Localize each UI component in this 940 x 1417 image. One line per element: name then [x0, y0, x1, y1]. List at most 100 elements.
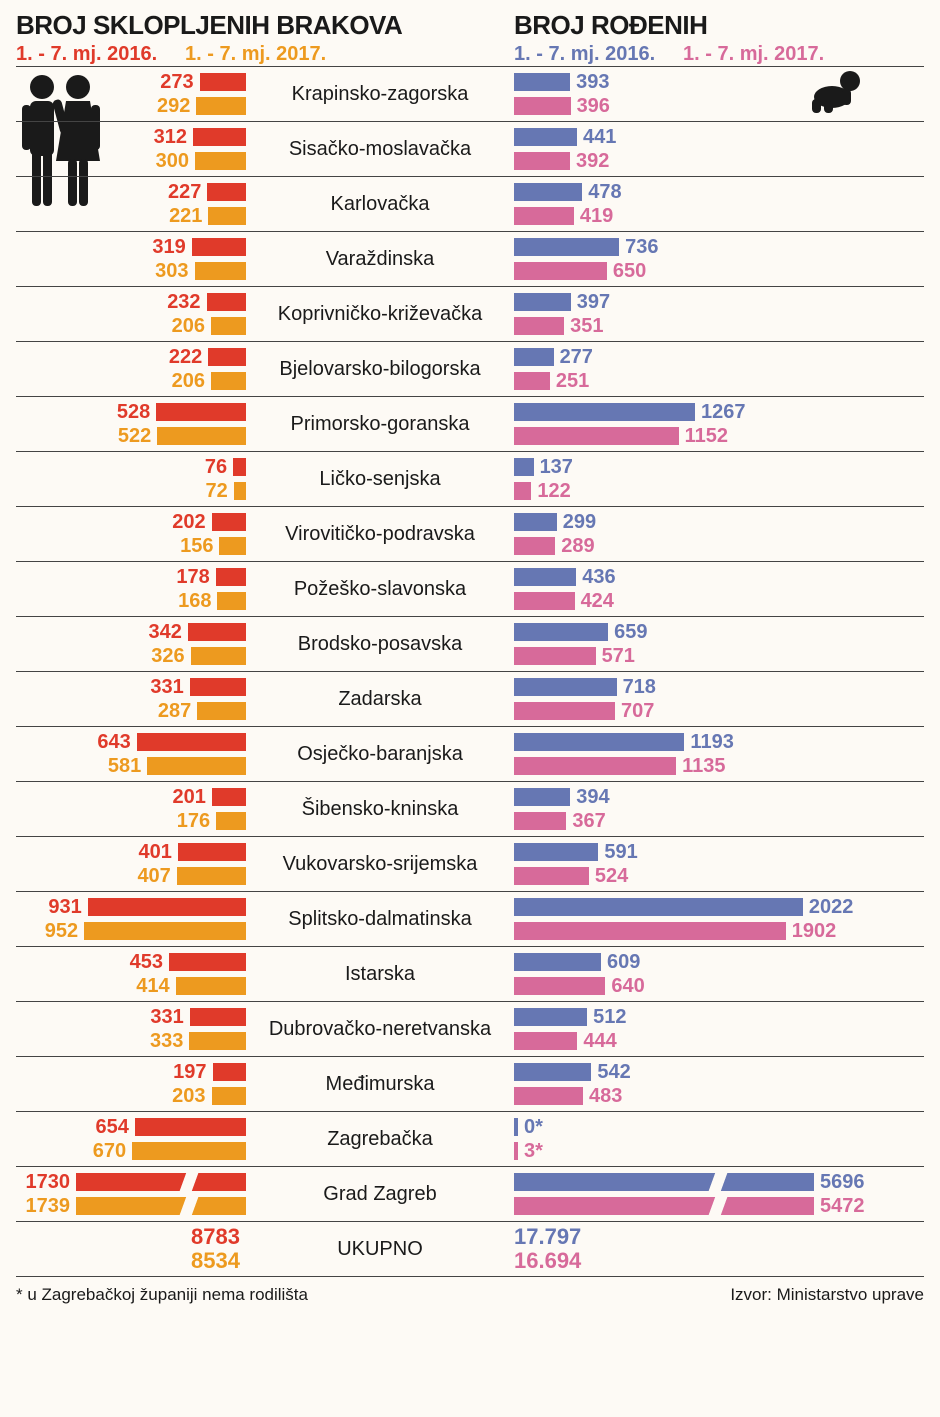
- county-name: Splitsko-dalmatinska: [246, 908, 514, 931]
- m2016-value: 931: [42, 896, 87, 919]
- data-row: 654 670Zagrebačka 0* 3*: [16, 1111, 924, 1166]
- b2016-value: 512: [587, 1006, 632, 1029]
- b2017-value: 3*: [518, 1140, 549, 1163]
- m2017-value: 300: [150, 150, 195, 173]
- b2016-value: 299: [557, 511, 602, 534]
- m2017-value: 1739: [20, 1195, 77, 1218]
- m2017-bar: [208, 207, 246, 225]
- m2016-bar: [190, 678, 246, 696]
- m2017-bar: [212, 1087, 247, 1105]
- county-name: Zadarska: [246, 688, 514, 711]
- county-name: Primorsko-goranska: [246, 413, 514, 436]
- b2017-bar: [514, 1032, 577, 1050]
- footnote: * u Zagrebačkoj županiji nema rodilišta: [16, 1285, 308, 1305]
- m2017-value: 414: [130, 975, 175, 998]
- m2016-value: 76: [199, 456, 233, 479]
- county-name: Zagrebačka: [246, 1128, 514, 1151]
- m2017-bar: [147, 757, 246, 775]
- m2016-value: 222: [163, 346, 208, 369]
- b2017-bar: [514, 482, 531, 500]
- b2016-value: 394: [570, 786, 615, 809]
- m2016-value: 1730: [20, 1171, 77, 1194]
- m2017-bar: [217, 592, 246, 610]
- b2016-bar: [514, 183, 582, 201]
- m2016-value: 654: [89, 1116, 134, 1139]
- m2016-value: 197: [167, 1061, 212, 1084]
- b2017-value: 444: [577, 1030, 622, 1053]
- m2017-bar: [76, 1197, 246, 1215]
- b2017-value: 424: [575, 590, 620, 613]
- title-births: BROJ ROĐENIH: [514, 10, 924, 41]
- m2016-bar: [200, 73, 246, 91]
- m2016-value: 453: [124, 951, 169, 974]
- b2016-value: 478: [582, 181, 627, 204]
- m2016-bar: [188, 623, 246, 641]
- title-marriages: BROJ SKLOPLJENIH BRAKOVA: [16, 10, 514, 41]
- county-name: Vukovarsko-srijemska: [246, 853, 514, 876]
- m2017-bar: [211, 372, 246, 390]
- b2016-bar: [514, 1008, 587, 1026]
- m2017-bar: [195, 262, 247, 280]
- b2017-bar: [514, 537, 555, 555]
- data-row: 453 414Istarska 609 640: [16, 946, 924, 1001]
- m2017-bar: [197, 702, 246, 720]
- m2016-value: 401: [132, 841, 177, 864]
- m2017-value: 952: [39, 920, 84, 943]
- b2017-bar: [514, 922, 786, 940]
- b2017-bar: [514, 812, 566, 830]
- b2017-bar: [514, 317, 564, 335]
- m2017-value: 206: [166, 370, 211, 393]
- total-m2017: 8534: [185, 1248, 246, 1274]
- b2017-bar: [514, 1197, 814, 1215]
- legend-b2016: 1. - 7. mj. 2016.: [514, 43, 655, 65]
- totals-label: UKUPNO: [246, 1238, 514, 1261]
- m2016-bar: [190, 1008, 246, 1026]
- total-b2017: 16.694: [514, 1248, 587, 1274]
- county-name: Međimurska: [246, 1073, 514, 1096]
- m2016-bar: [208, 348, 246, 366]
- b2016-value: 736: [619, 236, 664, 259]
- b2016-bar: [514, 953, 601, 971]
- county-name: Krapinsko-zagorska: [246, 83, 514, 106]
- m2016-value: 202: [166, 511, 211, 534]
- b2016-value: 137: [534, 456, 579, 479]
- m2017-value: 206: [166, 315, 211, 338]
- m2017-bar: [191, 647, 246, 665]
- m2017-value: 168: [172, 590, 217, 613]
- m2017-value: 156: [174, 535, 219, 558]
- m2016-bar: [212, 788, 246, 806]
- b2016-bar: [514, 293, 571, 311]
- b2017-bar: [514, 867, 589, 885]
- county-name: Grad Zagreb: [246, 1183, 514, 1206]
- b2016-bar: [514, 733, 684, 751]
- b2017-value: 122: [531, 480, 576, 503]
- data-row: 401 407Vukovarsko-srijemska 591 524: [16, 836, 924, 891]
- legend-m2017: 1. - 7. mj. 2017.: [185, 43, 326, 65]
- b2017-bar: [514, 372, 550, 390]
- m2017-bar: [195, 152, 246, 170]
- b2017-bar: [514, 97, 571, 115]
- b2017-value: 351: [564, 315, 609, 338]
- m2017-bar: [157, 427, 246, 445]
- total-b2016: 17.797: [514, 1224, 587, 1250]
- data-row: 1730 1739Grad Zagreb 5696 5472: [16, 1166, 924, 1221]
- b2016-value: 277: [554, 346, 599, 369]
- m2017-bar: [177, 867, 246, 885]
- county-name: Istarska: [246, 963, 514, 986]
- data-row: 222 206Bjelovarsko-bilogorska 277 251: [16, 341, 924, 396]
- data-row: 643 581Osječko-baranjska 1193 1135: [16, 726, 924, 781]
- m2016-bar: [135, 1118, 246, 1136]
- total-m2016: 8783: [185, 1224, 246, 1250]
- b2016-value: 1267: [695, 401, 752, 424]
- b2016-bar: [514, 568, 576, 586]
- county-name: Virovitičko-podravska: [246, 523, 514, 546]
- b2016-value: 0*: [518, 1116, 549, 1139]
- b2017-value: 392: [570, 150, 615, 173]
- data-row: 312 300Sisačko-moslavačka 441 392: [16, 121, 924, 176]
- m2017-bar: [211, 317, 246, 335]
- b2016-value: 2022: [803, 896, 860, 919]
- b2016-bar: [514, 843, 598, 861]
- county-name: Varaždinska: [246, 248, 514, 271]
- b2016-value: 591: [598, 841, 643, 864]
- data-row: 202 156Virovitičko-podravska 299 289: [16, 506, 924, 561]
